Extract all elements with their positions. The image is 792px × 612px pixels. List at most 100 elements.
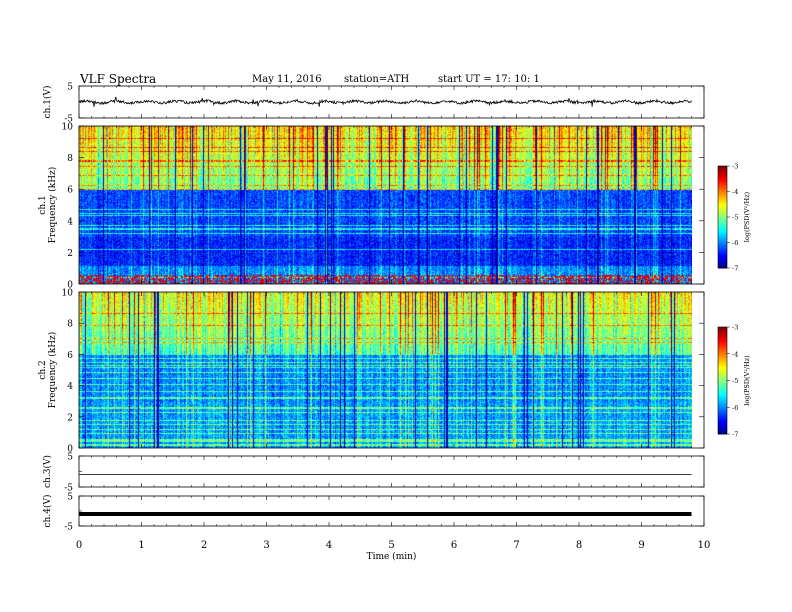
colorbar-segment — [718, 398, 727, 401]
colorbar-label: log(PSD(V²/Hz) — [743, 355, 751, 406]
colorbar-segment — [718, 230, 727, 233]
colorbar-segment — [718, 416, 727, 419]
colorbar-segment — [718, 206, 727, 209]
colorbar-segment — [718, 334, 727, 337]
y-tick-label: 6 — [67, 186, 73, 196]
y-axis-label: ch.1(V) — [42, 86, 53, 119]
colorbar-segment — [718, 177, 727, 181]
colorbar-segment — [718, 378, 727, 381]
colorbar-segment — [718, 239, 727, 242]
colorbar-segment — [718, 172, 727, 175]
colorbar-segment — [718, 403, 727, 406]
x-tick-label: 10 — [698, 540, 711, 551]
colorbar-segment — [718, 360, 727, 364]
colorbar-segment — [718, 423, 727, 426]
colorbar-segment — [718, 189, 727, 192]
colorbar-segment — [718, 409, 727, 412]
colorbar-segment — [718, 375, 727, 378]
colorbar-segment — [718, 351, 727, 355]
colorbar-segment — [718, 184, 727, 187]
y-tick-label: 10 — [62, 123, 74, 133]
x-tick-label: 7 — [513, 540, 519, 551]
colorbar-segment — [718, 362, 727, 365]
colorbar-segment — [718, 348, 727, 351]
colorbar-segment — [718, 376, 727, 380]
colorbar-segment — [718, 387, 727, 390]
colorbar-segment — [718, 194, 727, 198]
y-tick-label: 0 — [67, 281, 73, 291]
colorbar-segment — [718, 174, 727, 177]
x-axis-label: Time (min) — [367, 551, 417, 562]
colorbar-segment — [718, 430, 727, 433]
colorbar-segment — [718, 254, 727, 257]
colorbar-segment — [718, 373, 727, 376]
colorbar-segment — [718, 262, 727, 266]
panel-frame-ch3-waveform — [78, 455, 705, 488]
colorbar-tick-label: -6 — [732, 239, 738, 247]
colorbar-segment — [718, 341, 727, 344]
colorbar-segment — [718, 215, 727, 218]
colorbar-segment — [718, 191, 727, 194]
colorbar-tick-label: -6 — [732, 404, 738, 412]
colorbar-segment — [718, 227, 727, 230]
colorbar-tick-label: -4 — [732, 350, 738, 358]
colorbar-segment — [718, 188, 727, 191]
colorbar-segment — [718, 247, 727, 250]
colorbar-segment — [718, 405, 727, 408]
colorbar-segment — [718, 264, 727, 267]
chart-title: VLF Spectra — [80, 72, 157, 86]
colorbar-segment — [718, 380, 727, 383]
spectrogram-layer — [79, 126, 692, 448]
x-tick-label: 1 — [138, 540, 144, 551]
colorbar-segment — [718, 220, 727, 223]
colorbar-segment — [718, 208, 727, 211]
colorbar-segment — [718, 359, 727, 362]
panel-frame-ch4-waveform — [78, 495, 705, 527]
y-axis-label: ch.1 — [38, 195, 48, 214]
y-tick-label: 2 — [67, 413, 73, 423]
colorbar-segment — [718, 412, 727, 415]
x-tick-label: 2 — [201, 540, 207, 551]
y-tick-label: 5 — [67, 493, 73, 503]
y-tick-label: 5 — [67, 453, 73, 463]
colorbar-segment — [718, 218, 727, 221]
colorbar-segment — [718, 417, 727, 421]
x-tick-label: 4 — [326, 540, 332, 551]
y-tick-label: -5 — [64, 115, 73, 125]
y-tick-label: 8 — [67, 154, 73, 164]
colorbar-segment — [718, 225, 727, 228]
colorbar-segment — [718, 419, 727, 423]
colorbar-segment — [718, 343, 727, 346]
colorbar-segment — [718, 176, 727, 179]
colorbar-segment — [718, 240, 727, 243]
colorbar-segment — [718, 426, 727, 430]
colorbar-segment — [718, 350, 727, 353]
colorbar-segment — [718, 335, 727, 339]
colorbar-tick-label: -4 — [732, 188, 738, 196]
colorbar-segment — [718, 339, 727, 342]
spectrogram-image-ch2 — [79, 292, 692, 448]
colorbar-segment — [718, 181, 727, 184]
colorbar-segment — [718, 235, 727, 238]
colorbar-segment — [718, 421, 727, 424]
colorbar-segment — [718, 344, 727, 348]
ch1-waveform-line — [78, 96, 692, 108]
colorbar-tick-label: -3 — [732, 163, 738, 171]
colorbar-segment — [718, 198, 727, 201]
y-axis-label: ch.3(V) — [42, 455, 53, 488]
colorbar-segment — [718, 222, 727, 225]
colorbar-segment — [718, 357, 727, 360]
colorbar-segment — [718, 332, 727, 335]
y-tick-label: -5 — [64, 484, 73, 494]
x-tick-label: 6 — [451, 540, 457, 551]
colorbar-segment — [718, 232, 727, 235]
colorbar-segment — [718, 384, 727, 387]
colorbar-segment — [718, 200, 727, 203]
waveform-layer — [78, 96, 692, 516]
x-tick-label: 8 — [576, 540, 582, 551]
colorbar-segment — [718, 366, 727, 369]
colorbar-segment — [718, 257, 727, 260]
colorbar-segment — [718, 369, 727, 373]
